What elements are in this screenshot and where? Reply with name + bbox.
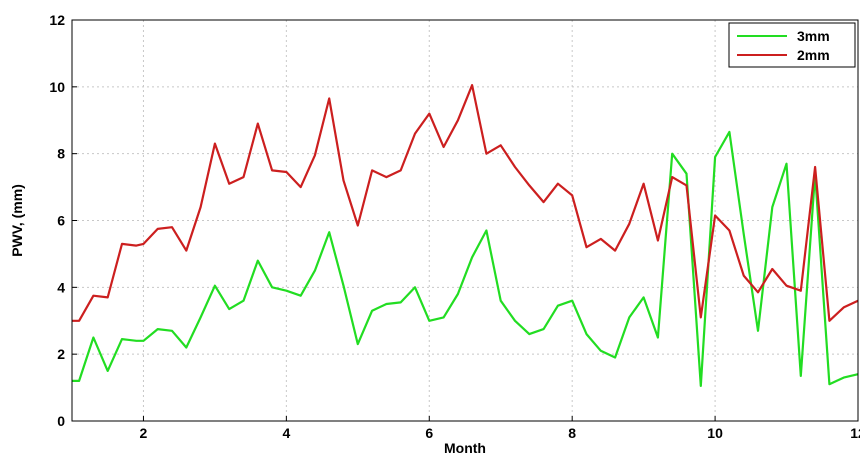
x-tick-label: 10 — [707, 425, 723, 441]
legend: 3mm 2mm — [728, 22, 856, 68]
y-axis-ticks: 0 2 4 6 8 10 12 — [49, 12, 77, 429]
series-line-3mm — [72, 130, 859, 387]
x-axis-label: Month — [444, 440, 486, 456]
x-tick-label: 6 — [425, 425, 433, 441]
y-tick-label: 6 — [57, 213, 65, 229]
y-tick-label: 4 — [57, 279, 65, 295]
legend-label-3mm: 3mm — [797, 28, 830, 44]
y-tick-label: 10 — [49, 79, 65, 95]
x-axis-ticks: 2 4 6 8 10 12 — [140, 416, 860, 441]
y-axis-label: PWV, (mm) — [9, 184, 25, 257]
series-lines — [72, 84, 859, 387]
legend-box — [728, 22, 856, 68]
series-line-2mm — [72, 84, 859, 322]
y-tick-label: 2 — [57, 346, 65, 362]
legend-label-2mm: 2mm — [797, 47, 830, 63]
grid-lines — [72, 20, 858, 421]
x-tick-label: 4 — [282, 425, 290, 441]
y-tick-label: 8 — [57, 146, 65, 162]
y-tick-label: 12 — [49, 12, 65, 28]
x-tick-label: 2 — [140, 425, 148, 441]
y-tick-label: 0 — [57, 413, 65, 429]
x-tick-label: 8 — [568, 425, 576, 441]
x-tick-label: 12 — [850, 425, 860, 441]
